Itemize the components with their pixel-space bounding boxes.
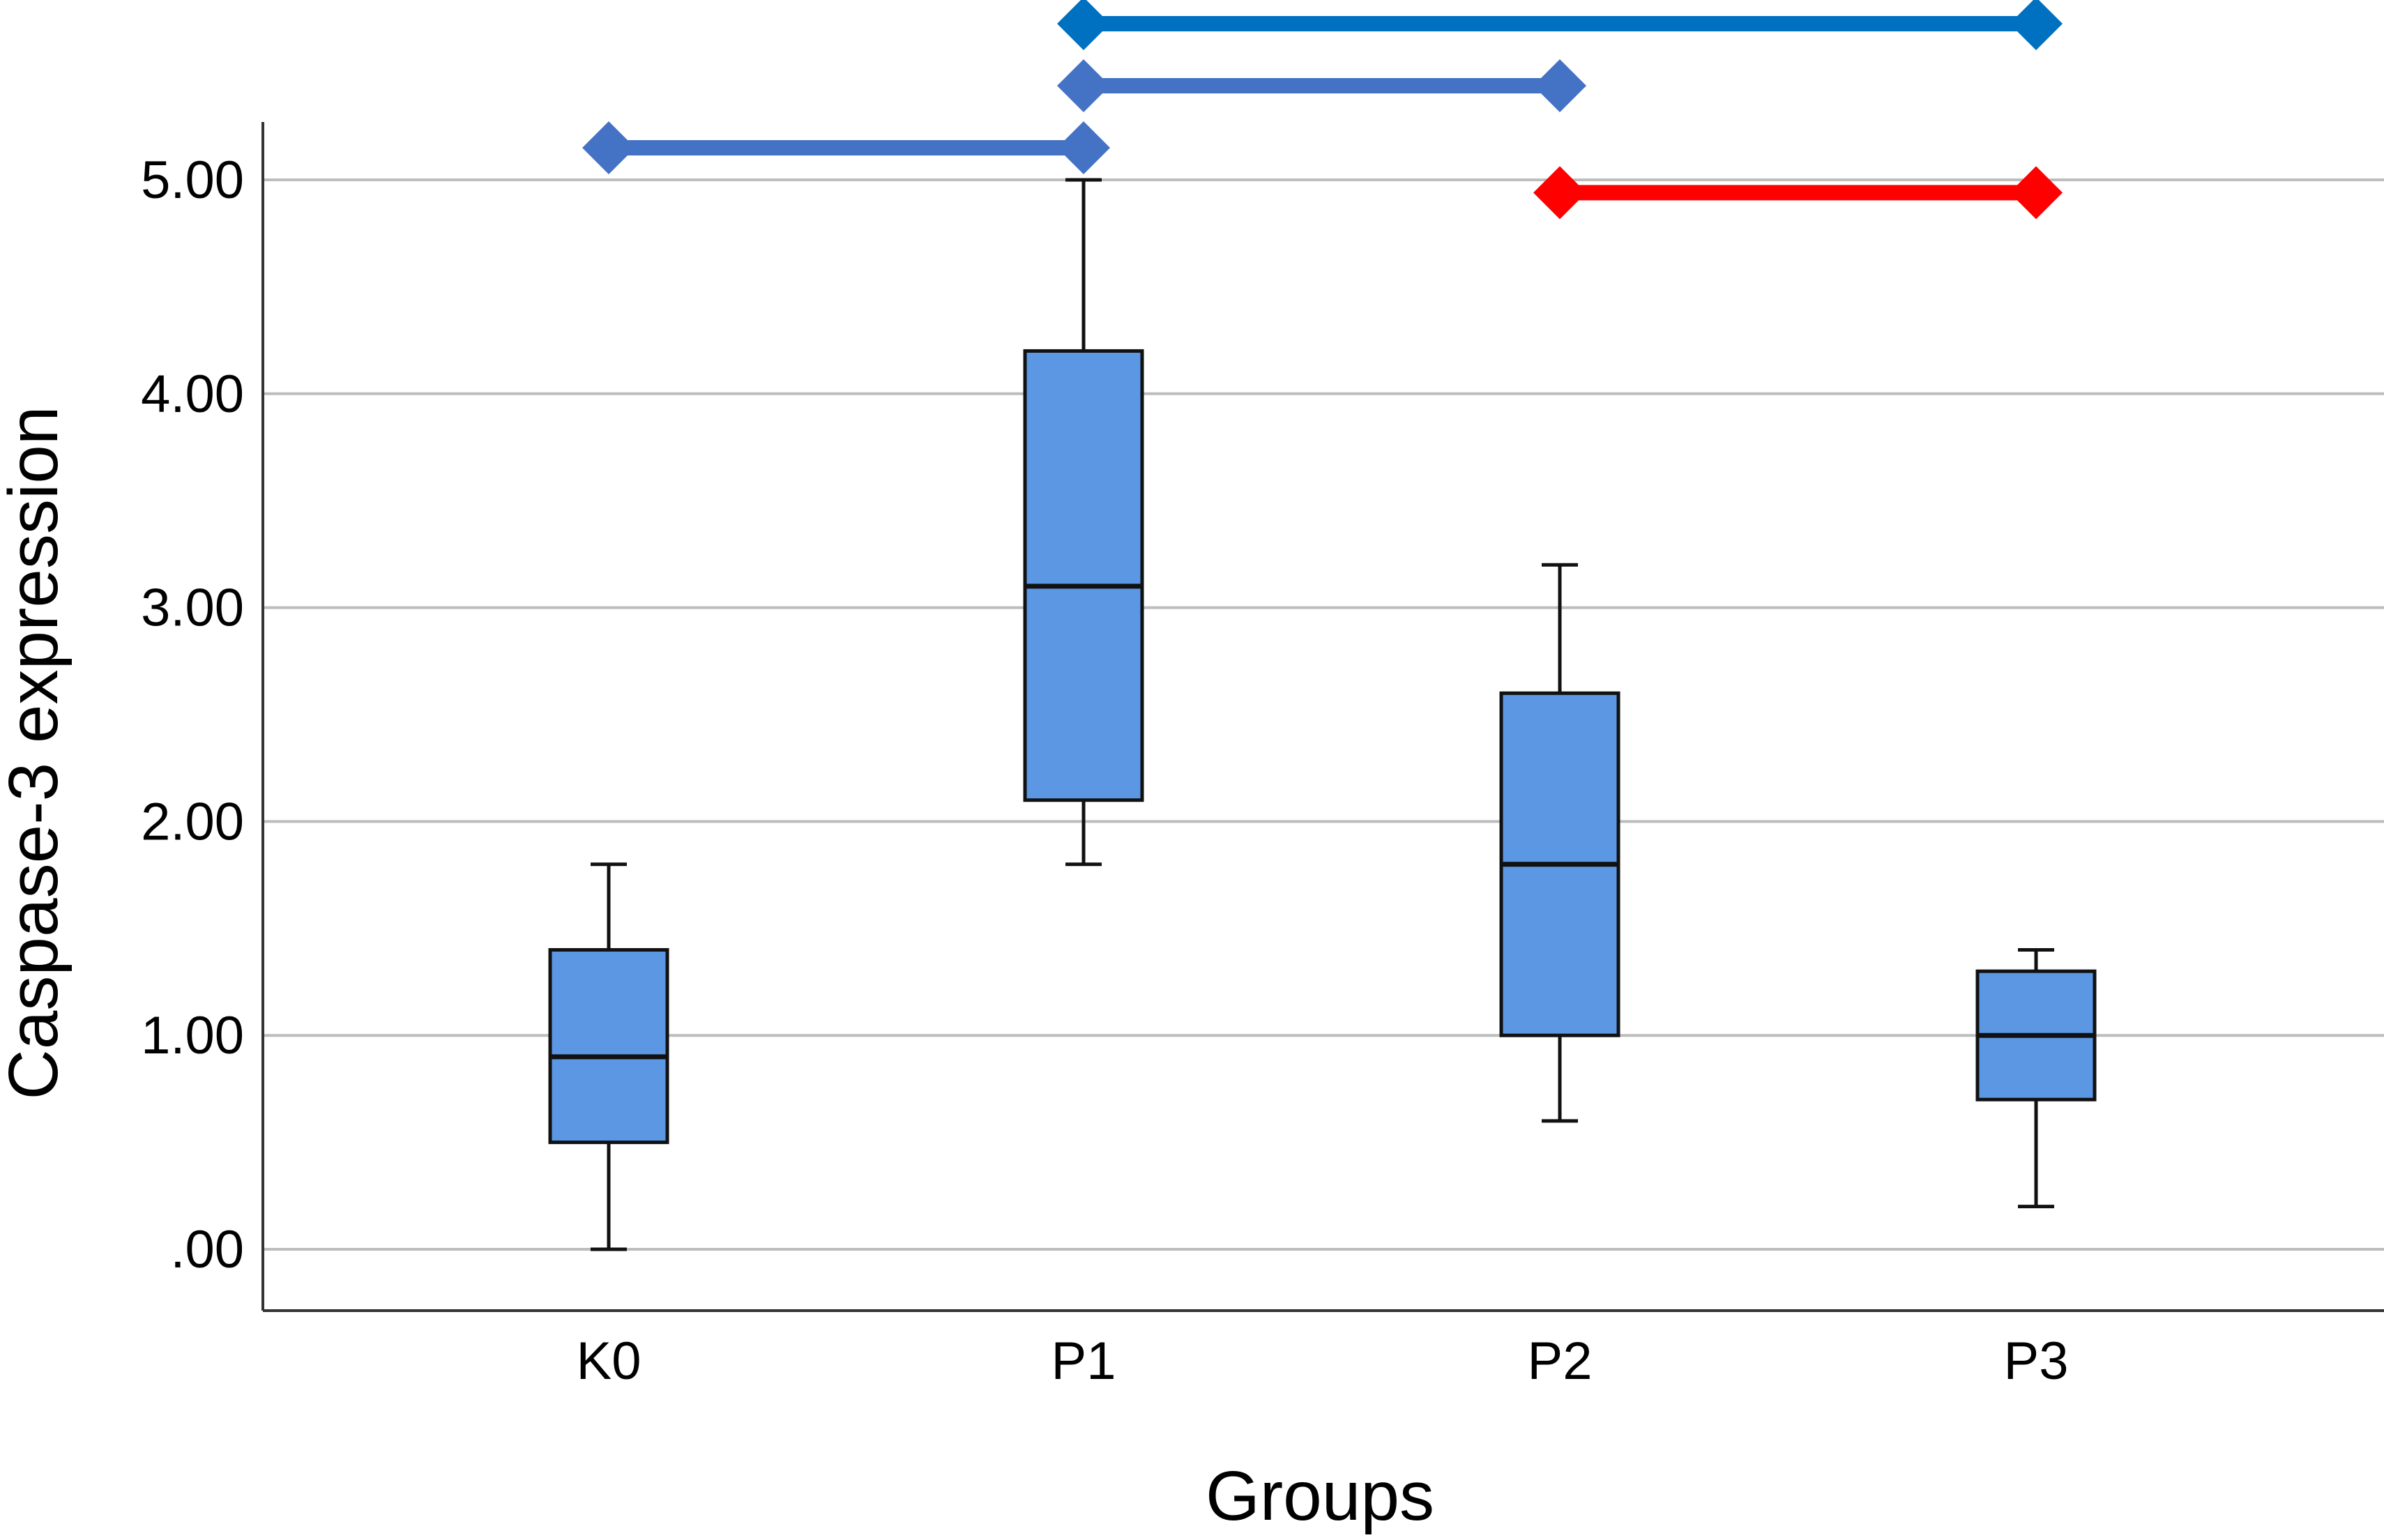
comparison-start-marker [1057, 0, 1110, 51]
y-axis-title: Caspase-3 expression [0, 406, 73, 1100]
y-tick-label: 5.00 [141, 151, 244, 210]
comparison-end-marker [2010, 0, 2063, 51]
comparison-k0-p1 [582, 121, 1110, 174]
y-tick-label: 2.00 [141, 792, 244, 851]
x-tick-label: K0 [577, 1332, 641, 1391]
y-tick-labels: .00 1.00 2.00 3.00 4.00 5.00 [141, 151, 244, 1279]
box-p3 [1975, 947, 2097, 1209]
x-tick-label: P2 [1528, 1332, 1593, 1391]
comparison-start-marker [582, 121, 635, 174]
box-p2 [1499, 563, 1620, 1123]
comparison-p1-p2 [1057, 59, 1586, 113]
x-tick-labels: K0 P1 P2 P3 [577, 1332, 2069, 1391]
comparison-end-marker [2010, 166, 2063, 220]
comparison-end-marker [1057, 121, 1110, 174]
x-tick-label: P3 [2004, 1332, 2069, 1391]
iqr-box [548, 947, 669, 1145]
x-tick-label: P1 [1051, 1332, 1116, 1391]
y-tick-label: .00 [170, 1220, 244, 1279]
y-tick-label: 4.00 [141, 365, 244, 424]
box-k0 [548, 862, 669, 1251]
y-tick-label: 1.00 [141, 1006, 244, 1065]
box-p1 [1023, 178, 1144, 867]
iqr-box [1023, 349, 1144, 802]
x-axis-title: Groups [1206, 1457, 1434, 1535]
y-tick-label: 3.00 [141, 579, 244, 638]
comparison-end-marker [1533, 59, 1586, 113]
comparison-p1-p3 [1057, 0, 2063, 51]
significance-brackets [582, 0, 2063, 220]
comparison-start-marker [1533, 166, 1586, 220]
comparison-start-marker [1057, 59, 1110, 113]
comparison-p2-p3 [1533, 166, 2063, 220]
axes [261, 122, 2384, 1312]
boxes [548, 178, 2097, 1251]
